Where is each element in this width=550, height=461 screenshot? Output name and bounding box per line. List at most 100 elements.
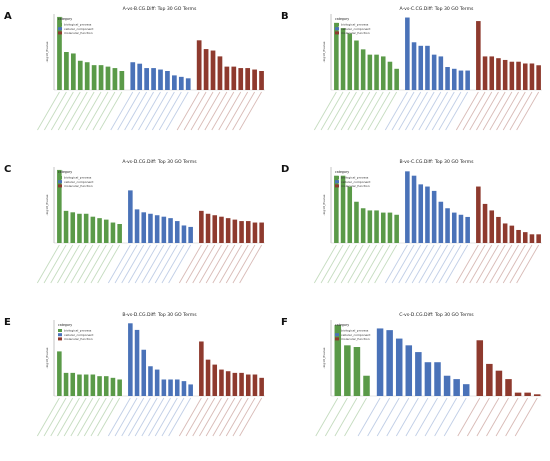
panel-c-bar-biological_process-6 <box>90 216 96 243</box>
panel-b-bar-biological_process-4 <box>354 40 359 90</box>
panel-d-bar-cellular_component-10 <box>465 216 470 243</box>
panel-b-bar-molecular_function-3 <box>489 56 495 90</box>
panel-b-term-label-biological_process-3 <box>327 91 351 131</box>
panel-d-legend-swatch-cellular_component <box>335 180 339 184</box>
panel-b-term-label-molecular_function-2 <box>462 91 486 131</box>
panel-f-term-label-cellular_component-6 <box>405 397 429 437</box>
panel-e-term-label-biological_process-3 <box>50 397 74 437</box>
panel-d-bar-molecular_function-7 <box>516 229 521 243</box>
panel-f-ylabel: -log10_Pvalue <box>322 347 326 368</box>
panel-d-term-label-molecular_function-5 <box>482 244 506 284</box>
panel-f-term-label-cellular_component-3 <box>376 397 400 437</box>
panel-d-term-label-molecular_function-8 <box>502 244 526 284</box>
panel-a-term-label-molecular_function-9 <box>232 91 255 131</box>
panel-b-term-label-cellular_component-5 <box>411 91 435 131</box>
panel-d-term-label-biological_process-2 <box>320 244 344 284</box>
panel-f-bar-cellular_component-7 <box>434 362 441 396</box>
panel-b-term-label-cellular_component-8 <box>431 91 455 131</box>
panel-d-term-label-molecular_function-9 <box>509 244 533 284</box>
panel-a-legend-label-biological_process: biological_process <box>64 23 92 27</box>
panel-a-bar-molecular_function-6 <box>231 66 237 90</box>
panel-b-legend-swatch-molecular_function <box>335 31 339 35</box>
panel-d-term-label-molecular_function-6 <box>489 244 513 284</box>
panel-d-bar-biological_process-7 <box>374 210 379 243</box>
panel-b-term-label-cellular_component-3 <box>398 91 422 131</box>
panel-b-ylabel: -log10_Pvalue <box>322 41 326 62</box>
panel-b-term-label-cellular_component-4 <box>405 91 428 131</box>
panel-c-term-label-molecular_function-10 <box>239 244 263 284</box>
panel-f-legend: category biological_processcellular_compo… <box>335 323 371 341</box>
panel-d-bar-biological_process-3 <box>347 186 353 243</box>
panel-f-legend-label-biological_process: biological_process <box>341 329 369 333</box>
panel-d-bar-molecular_function-1 <box>476 186 481 243</box>
panel-e-term-label-molecular_function-6 <box>212 397 236 437</box>
panel-c-term-label-molecular_function-1 <box>178 244 202 284</box>
panel-e-term-label-biological_process-5 <box>63 397 87 437</box>
panel-e-term-label-molecular_function-4 <box>199 397 222 437</box>
panel-c-term-label-biological_process-9 <box>90 244 114 284</box>
panel-f-term-label-biological_process-2 <box>324 397 348 437</box>
panel-d-legend: category biological_processcellular_compo… <box>335 170 371 188</box>
panel-b-term-label-molecular_function-5 <box>482 91 506 131</box>
panel-a-bar-molecular_function-5 <box>224 66 230 90</box>
panel-f-term-label-molecular_function-1 <box>457 397 481 437</box>
panel-f-bar-cellular_component-3 <box>395 338 403 396</box>
panel-e-term-label-cellular_component-6 <box>141 397 165 437</box>
panel-e-term-label-cellular_component-1 <box>107 397 131 437</box>
panel-c-bar-biological_process-3 <box>70 212 76 243</box>
panel-e-bar-cellular_component-9 <box>181 381 187 396</box>
panel-d-bar-biological_process-10 <box>394 214 399 243</box>
panel-d-bar-molecular_function-2 <box>482 203 488 243</box>
panel-b-legend-label-biological_process: biological_process <box>341 23 369 27</box>
panel-a-bar-cellular_component-6 <box>165 71 170 90</box>
panel-d-term-label-biological_process-1 <box>313 244 337 284</box>
panel-e-bar-biological_process-9 <box>110 377 116 396</box>
panel-d-term-label-biological_process-3 <box>327 244 351 284</box>
panel-b-bar-molecular_function-2 <box>482 56 488 90</box>
panel-e-bar-cellular_component-4 <box>148 366 153 396</box>
panel-a-term-label-cellular_component-2 <box>117 91 141 131</box>
panel-a-bar-cellular_component-2 <box>137 63 143 90</box>
panel-e-bar-molecular_function-3 <box>212 364 218 396</box>
panel-a-bar-cellular_component-3 <box>144 68 149 90</box>
panel-c-legend-swatch-molecular_function <box>58 184 62 188</box>
panel-e-term-label-biological_process-1 <box>36 397 60 437</box>
panel-d-bar-cellular_component-1 <box>405 171 410 243</box>
panel-b-term-label-molecular_function-3 <box>469 91 493 131</box>
panel-a-legend-title: category <box>58 17 72 21</box>
panel-b-term-label-molecular_function-1 <box>455 91 479 131</box>
panel-f-term-label-molecular_function-7 <box>514 397 538 437</box>
panel-d-term-label-biological_process-4 <box>334 244 357 284</box>
panel-b-term-label-molecular_function-7 <box>496 91 519 131</box>
panel-b-term-label-molecular_function-8 <box>502 91 526 131</box>
panel-d-term-label-biological_process-9 <box>367 244 391 284</box>
panel-f-term-label-cellular_component-9 <box>434 397 458 437</box>
panel-b-term-label-molecular_function-9 <box>509 91 533 131</box>
panel-f-bar-cellular_component-6 <box>424 362 432 396</box>
panel-b-bar-biological_process-5 <box>360 49 366 90</box>
panel-a-term-label-biological_process-6 <box>71 91 95 131</box>
panel-c-bar-biological_process-4 <box>77 213 82 243</box>
panel-c-bar-molecular_function-3 <box>212 215 218 243</box>
panel-c-term-label-cellular_component-10 <box>168 244 192 284</box>
panel-e-bar-molecular_function-1 <box>199 341 204 396</box>
panel-d-term-label-biological_process-7 <box>354 244 377 284</box>
panel-a-bar-biological_process-3 <box>70 53 76 90</box>
panel-e-title: B-vs-D.CG.Diff: Top 30 GO Terms <box>122 312 197 318</box>
panel-e-term-label-molecular_function-9 <box>232 397 256 437</box>
panel-c-legend-swatch-cellular_component <box>58 180 62 184</box>
panel-a-legend: category biological_processcellular_compo… <box>58 17 94 35</box>
panel-b-bar-cellular_component-9 <box>458 70 464 90</box>
panel-c-bar-biological_process-7 <box>97 218 102 243</box>
panel-e-bar-cellular_component-8 <box>174 379 180 396</box>
panel-b-bar-cellular_component-10 <box>465 70 470 90</box>
panel-c-legend-label-cellular_component: cellular_component <box>64 180 94 184</box>
panel-a-term-label-biological_process-5 <box>64 91 88 131</box>
panel-b-bar-biological_process-2 <box>340 28 346 90</box>
panel-d-bar-cellular_component-5 <box>431 190 437 243</box>
panel-a-bar-biological_process-9 <box>112 68 118 90</box>
panel-c-bar-biological_process-9 <box>110 222 116 243</box>
panel-c-title: A-vs-D.CG.Diff: Top 30 GO Terms <box>122 159 197 165</box>
panel-a-term-label-molecular_function-3 <box>190 91 214 131</box>
